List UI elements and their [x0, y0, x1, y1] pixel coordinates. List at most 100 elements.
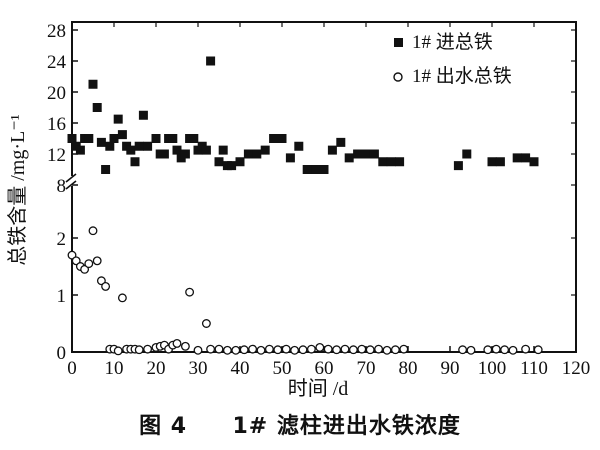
data-point-effluent: [323, 344, 333, 354]
data-point-effluent: [298, 345, 308, 355]
data-point-effluent: [239, 345, 249, 355]
data-point-inlet: [529, 157, 539, 167]
y-axis-title: 总铁含量 /mg·L⁻¹: [6, 114, 29, 266]
data-point-effluent: [340, 344, 350, 354]
data-point-inlet: [453, 161, 463, 171]
data-point-effluent: [206, 344, 216, 354]
data-point-inlet: [168, 134, 178, 143]
data-point-inlet: [319, 165, 329, 174]
x-tick-label: 20: [147, 358, 166, 379]
data-point-effluent: [117, 293, 127, 303]
data-point-inlet: [134, 141, 144, 151]
data-point-effluent: [466, 345, 476, 355]
figure-number: 图 4: [139, 414, 188, 439]
legend: 1# 进总铁 1# 出水总铁: [393, 31, 512, 87]
data-point-inlet: [206, 56, 216, 66]
data-point-inlet: [67, 134, 77, 143]
data-point-effluent: [390, 345, 400, 355]
y-tick-label: 8: [57, 176, 67, 197]
data-point-inlet: [214, 157, 224, 167]
axis-break-gap: [69, 176, 77, 186]
data-point-effluent: [315, 342, 325, 352]
data-point-effluent: [357, 344, 367, 354]
data-point-inlet: [353, 149, 363, 159]
data-point-inlet: [92, 103, 102, 112]
data-point-inlet: [487, 157, 497, 167]
data-point-effluent: [185, 287, 195, 297]
x-tick-label: 60: [315, 358, 334, 379]
series-inlet-iron: [67, 56, 539, 174]
data-point-effluent: [193, 345, 203, 355]
data-point-effluent: [521, 344, 531, 354]
axis-break-mark: [65, 173, 77, 190]
data-point-effluent: [365, 345, 375, 355]
data-point-inlet: [378, 157, 388, 167]
data-point-effluent: [264, 344, 274, 354]
x-tick-label: 110: [520, 358, 548, 379]
x-tick-label: 10: [105, 358, 124, 379]
data-point-inlet: [336, 137, 346, 147]
data-point-inlet: [235, 157, 245, 167]
x-tick-label: 40: [231, 358, 250, 379]
data-point-inlet: [130, 157, 140, 167]
x-tick-label: 70: [357, 358, 376, 379]
data-point-inlet: [143, 141, 153, 151]
data-point-effluent: [84, 259, 94, 269]
x-tick-label: 100: [478, 358, 507, 379]
data-point-effluent: [88, 226, 98, 236]
data-point-effluent: [533, 345, 543, 355]
data-point-effluent: [491, 344, 501, 354]
data-point-inlet: [151, 134, 161, 143]
y-tick-label: 12: [47, 145, 66, 166]
data-point-effluent: [290, 345, 300, 355]
data-point-inlet: [327, 145, 337, 155]
x-tick-label: 30: [189, 358, 208, 379]
data-point-effluent: [306, 344, 316, 354]
data-point-inlet: [180, 149, 190, 159]
data-point-inlet: [96, 137, 106, 147]
data-point-effluent: [172, 339, 182, 348]
data-point-effluent: [332, 345, 342, 355]
data-point-inlet: [311, 165, 321, 174]
data-point-effluent: [92, 256, 102, 266]
data-point-inlet: [344, 153, 354, 163]
y-tick-label: 1: [57, 286, 67, 307]
data-point-effluent: [256, 345, 266, 355]
y-tick-label: 28: [47, 21, 66, 42]
data-point-effluent: [500, 345, 510, 355]
data-point-inlet: [369, 149, 379, 159]
data-point-inlet: [277, 134, 287, 143]
data-point-inlet: [113, 114, 123, 124]
data-point-inlet: [462, 149, 472, 159]
data-point-inlet: [126, 145, 136, 155]
data-point-inlet: [159, 149, 169, 159]
x-tick-labels: 0 10 20 30 40 50 60 70 80 90 100 110 120: [67, 358, 590, 379]
legend-label-effluent: 1# 出水总铁: [412, 65, 512, 87]
data-point-inlet: [243, 149, 253, 159]
data-point-inlet: [361, 149, 371, 159]
data-point-inlet: [512, 153, 522, 163]
series-effluent-iron: [67, 226, 543, 356]
data-point-inlet: [260, 145, 270, 155]
data-point-inlet: [285, 153, 295, 163]
x-tick-label: 50: [273, 358, 292, 379]
x-tick-label: 0: [67, 358, 77, 379]
data-point-effluent: [273, 345, 283, 355]
data-point-effluent: [382, 345, 392, 355]
data-point-inlet: [109, 134, 119, 143]
data-point-effluent: [508, 345, 518, 355]
data-point-inlet: [227, 161, 237, 171]
data-point-inlet: [105, 141, 115, 151]
data-point-effluent: [222, 345, 232, 355]
data-point-effluent: [134, 345, 144, 355]
figure-caption-text: 1# 滤柱进出水铁浓度: [232, 414, 461, 439]
figure-caption: 图 4 1# 滤柱进出水铁浓度: [0, 408, 600, 440]
data-point-inlet: [252, 149, 262, 159]
data-point-inlet: [218, 145, 228, 155]
data-point-effluent: [374, 344, 384, 354]
x-tick-label: 80: [399, 358, 418, 379]
data-point-effluent: [399, 344, 409, 354]
legend-label-inlet: 1# 进总铁: [412, 31, 493, 53]
